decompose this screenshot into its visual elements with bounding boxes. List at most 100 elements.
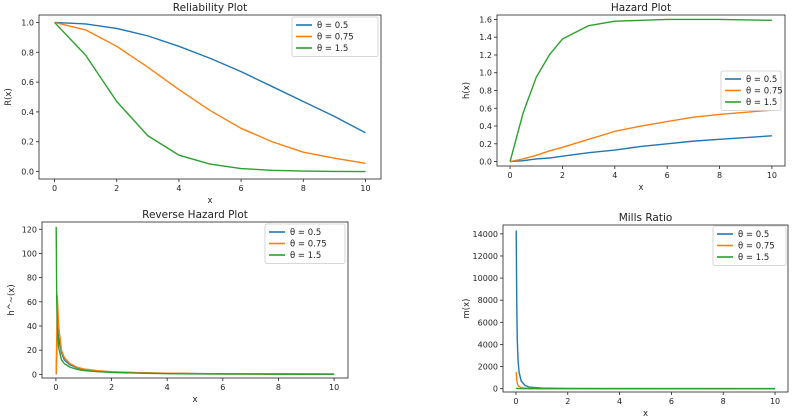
series-line-3 xyxy=(509,18,772,162)
x-tick-label: 0 xyxy=(52,184,57,193)
y-tick-label: 0.0 xyxy=(21,168,34,177)
y-tick-label: 0 xyxy=(32,370,37,379)
x-tick-label: 4 xyxy=(617,397,622,406)
x-tick-label: 4 xyxy=(612,171,617,180)
y-tick-label: 0.8 xyxy=(21,48,34,57)
series-line-1 xyxy=(55,325,335,375)
legend-label: θ = 0.5 xyxy=(290,228,321,238)
y-tick-label: 80 xyxy=(27,274,37,283)
x-tick-label: 10 xyxy=(360,184,370,193)
legend-label: θ = 1.5 xyxy=(738,253,769,263)
plot-frame xyxy=(41,221,349,379)
y-tick-label: 0.4 xyxy=(21,108,34,117)
x-tick-label: 4 xyxy=(165,383,170,392)
chart-title: Reliability Plot xyxy=(173,2,247,14)
y-tick-label: 0.2 xyxy=(479,140,492,149)
y-tick-label: 1.4 xyxy=(479,33,492,42)
legend-label: θ = 0.5 xyxy=(738,230,769,240)
y-tick-label: 0.6 xyxy=(21,78,34,87)
series-line-3 xyxy=(54,21,366,173)
y-tick-label: 120 xyxy=(22,225,37,234)
chart-panel-2: Hazard Plot 0 2 4 6 8 10 0.0 0.2 0.4 0.6 0.8 1.0 1.2 1… xyxy=(462,2,786,193)
y-tick-label: 0.0 xyxy=(479,158,492,167)
chart-panel-4: Mills Ratio 0 2 4 6 8 10 0 2000 4000 6000 8000 10000… xyxy=(462,212,789,419)
x-tick-label: 8 xyxy=(721,397,726,406)
x-axis-label: x xyxy=(207,196,212,206)
chart-title: Hazard Plot xyxy=(611,2,671,14)
y-tick-label: 0.2 xyxy=(21,138,34,147)
x-tick-label: 2 xyxy=(565,397,570,406)
legend: θ = 0.5 θ = 0.75θ = 1.5 xyxy=(720,70,783,111)
y-tick-label: 4000 xyxy=(478,340,498,349)
series-line-2 xyxy=(55,295,335,375)
y-tick-label: 10000 xyxy=(473,274,498,283)
x-tick-label: 8 xyxy=(301,184,306,193)
y-tick-label: 1.0 xyxy=(21,18,34,27)
legend-label: θ = 1.5 xyxy=(317,44,348,54)
x-tick-label: 8 xyxy=(276,383,281,392)
y-tick-label: 1.0 xyxy=(479,69,492,78)
x-axis-label: x xyxy=(643,409,648,419)
y-tick-label: 0.8 xyxy=(479,87,492,96)
series-line-3 xyxy=(55,226,335,375)
chart-title: Reverse Hazard Plot xyxy=(142,209,248,221)
y-tick-label: 100 xyxy=(22,249,37,258)
x-axis-label: x xyxy=(638,183,643,193)
x-tick-label: 10 xyxy=(770,397,780,406)
series-line-2 xyxy=(509,109,772,163)
y-axis-label: h(x) xyxy=(462,82,472,99)
y-axis-label: R(x) xyxy=(4,88,14,106)
y-tick-label: 20 xyxy=(27,346,37,355)
legend-box xyxy=(291,16,379,57)
x-tick-label: 2 xyxy=(109,383,114,392)
y-axis-label: h^~(x) xyxy=(7,284,17,315)
chart-panel-1: Reliability Plot 0 2 4 6 8 10 0.0 0.2 0.4 0.6 0.8 1.… xyxy=(4,2,382,206)
legend-label: θ = 0.5 xyxy=(317,21,348,31)
series-line-1 xyxy=(54,21,366,134)
series-line-2 xyxy=(515,372,776,390)
legend-label: θ = 0.75 xyxy=(317,33,354,43)
series-line-1 xyxy=(510,135,772,163)
legend: θ = 0.5 θ = 0.75θ = 1.5 xyxy=(712,225,787,266)
plot-frame xyxy=(502,224,789,393)
y-tick-label: 8000 xyxy=(478,296,498,305)
x-tick-label: 2 xyxy=(560,171,565,180)
legend-label: θ = 1.5 xyxy=(290,251,321,261)
y-tick-label: 1.2 xyxy=(479,51,492,60)
series-line-3 xyxy=(515,387,776,390)
x-tick-label: 0 xyxy=(513,397,518,406)
legend-label: θ = 0.75 xyxy=(746,87,783,97)
legend: θ = 0.5 θ = 0.75θ = 1.5 xyxy=(291,16,379,57)
y-tick-label: 0.6 xyxy=(479,104,492,113)
y-tick-label: 0 xyxy=(493,385,498,394)
y-tick-label: 40 xyxy=(27,322,37,331)
y-tick-label: 0.4 xyxy=(479,122,492,131)
y-tick-label: 60 xyxy=(27,298,37,307)
x-tick-label: 0 xyxy=(508,171,513,180)
x-tick-label: 6 xyxy=(239,184,244,193)
legend-box xyxy=(712,225,787,266)
x-tick-label: 0 xyxy=(53,383,58,392)
legend-box xyxy=(720,70,782,111)
x-axis-label: x xyxy=(192,395,197,405)
y-tick-label: 14000 xyxy=(473,230,498,239)
plot-frame xyxy=(38,14,382,180)
legend-box xyxy=(264,223,346,264)
y-tick-label: 1.6 xyxy=(479,15,492,24)
legend-label: θ = 0.5 xyxy=(746,75,777,85)
y-tick-label: 6000 xyxy=(478,318,498,327)
x-tick-label: 6 xyxy=(669,397,674,406)
y-tick-label: 2000 xyxy=(478,363,498,372)
x-tick-label: 10 xyxy=(767,171,777,180)
legend-label: θ = 0.75 xyxy=(738,242,775,252)
x-tick-label: 8 xyxy=(717,171,722,180)
legend: θ = 0.5 θ = 0.75θ = 1.5 xyxy=(264,223,346,264)
series-line-2 xyxy=(54,21,366,165)
legend-label: θ = 1.5 xyxy=(746,98,777,108)
chart-title: Mills Ratio xyxy=(619,212,673,224)
x-tick-label: 4 xyxy=(176,184,181,193)
x-tick-label: 6 xyxy=(220,383,225,392)
y-axis-label: m(x) xyxy=(462,299,472,319)
y-tick-label: 12000 xyxy=(473,252,498,261)
